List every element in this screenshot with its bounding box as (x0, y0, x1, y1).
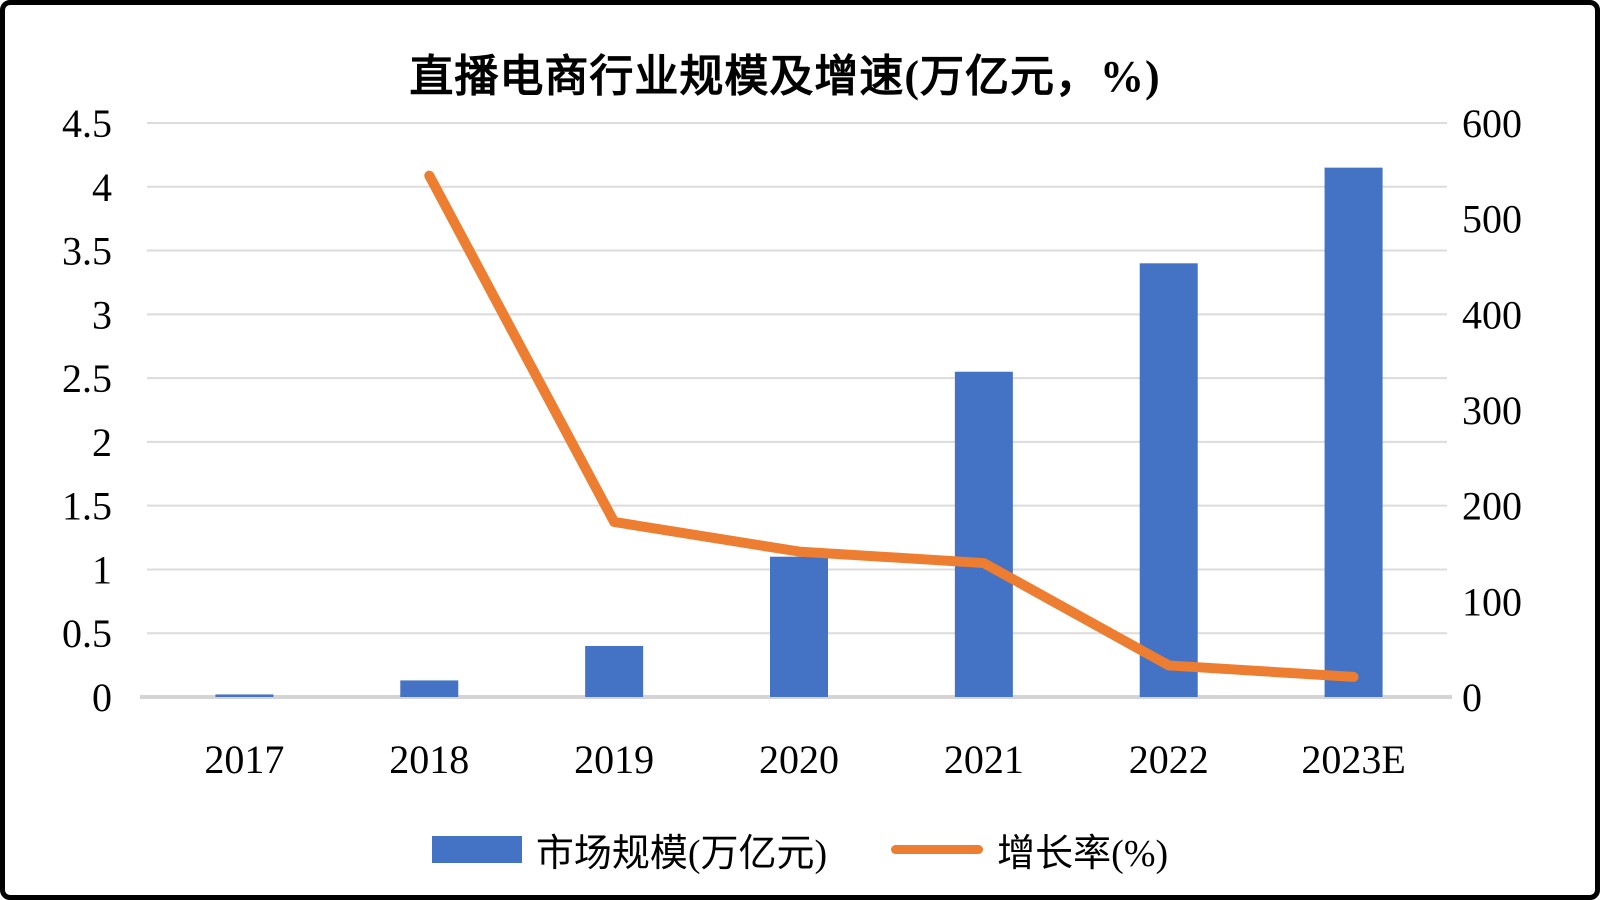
right-axis-tick: 200 (1462, 484, 1522, 529)
right-axis-tick: 400 (1462, 292, 1522, 337)
right-axis-tick: 300 (1462, 388, 1522, 433)
gridlines (147, 122, 1447, 635)
x-axis-labels: 2017 2018 2019 2020 2021 2022 2023E (204, 737, 1405, 782)
bar-series-market-size (215, 167, 1383, 698)
left-axis-tick: 3 (92, 292, 112, 337)
right-axis-tick: 600 (1462, 101, 1522, 146)
left-axis-tick-labels: 4.5 4 3.5 3 2.5 2 1.5 1 0.5 0 (62, 101, 112, 720)
left-axis-tick: 0.5 (62, 611, 112, 656)
bar-2021 (954, 371, 1013, 697)
bar-2017 (215, 694, 274, 697)
bar-2018 (400, 680, 459, 697)
x-axis-label-2021: 2021 (944, 737, 1024, 782)
x-axis-label-2022: 2022 (1129, 737, 1209, 782)
x-axis-label-2023E: 2023E (1301, 737, 1405, 782)
left-axis-tick: 1.5 (62, 484, 112, 529)
x-axis-label-2018: 2018 (389, 737, 469, 782)
legend-label-growth-rate: 增长率(%) (997, 833, 1169, 875)
right-axis-tick-labels: 600 500 400 300 200 100 0 (1462, 101, 1522, 720)
right-axis-tick: 100 (1462, 579, 1522, 624)
line-series-swatch-icon (891, 845, 984, 854)
chart-title: 直播电商行业规模及增速(万亿元，%) (409, 52, 1161, 101)
left-axis-tick: 2.5 (62, 356, 112, 401)
bar-2022 (1139, 263, 1198, 697)
bar-2020 (770, 556, 828, 697)
left-axis-tick: 3.5 (62, 229, 112, 274)
x-axis-label-2017: 2017 (204, 737, 284, 782)
right-axis-tick: 0 (1462, 675, 1482, 720)
growth-rate-line (424, 170, 1359, 682)
left-axis-tick: 1 (92, 547, 112, 592)
bar-2023E (1324, 167, 1383, 698)
legend-item-growth-rate: 增长率(%) (891, 822, 1168, 877)
legend-item-market-size: 市场规模(万亿元) (431, 822, 828, 877)
x-axis-label-2019: 2019 (574, 737, 654, 782)
left-axis-tick: 4.5 (62, 101, 112, 146)
bar-series-swatch-icon (431, 836, 522, 863)
x-axis-label-2020: 2020 (759, 737, 839, 782)
bar-2019 (585, 645, 644, 697)
left-axis-tick: 2 (92, 420, 112, 465)
left-axis-tick: 0 (92, 675, 112, 720)
left-axis-tick: 4 (92, 165, 112, 210)
legend: 市场规模(万亿元) 增长率(%) (0, 822, 1600, 877)
legend-label-market-size: 市场规模(万亿元) (535, 833, 828, 875)
right-axis-tick: 500 (1462, 197, 1522, 242)
